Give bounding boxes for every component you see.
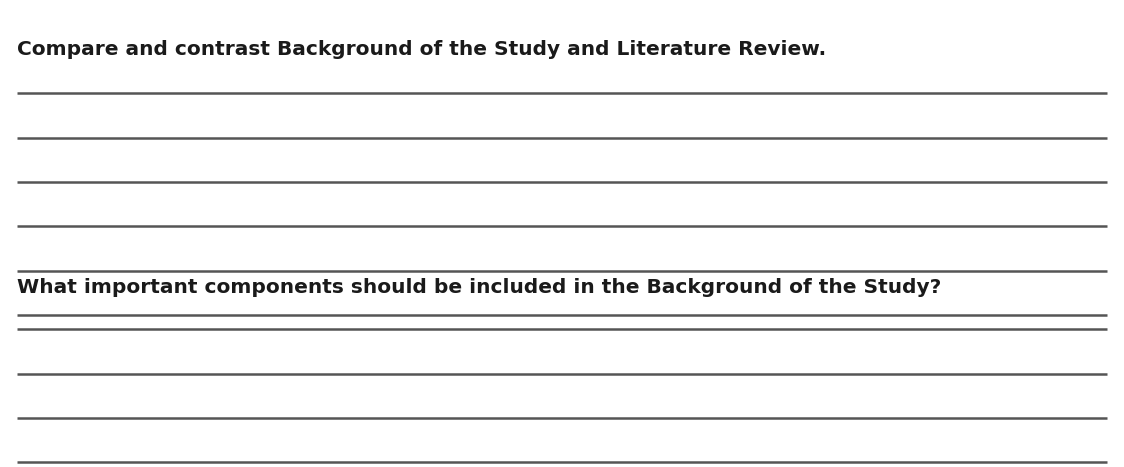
Text: What important components should be included in the Background of the Study?: What important components should be incl… xyxy=(17,278,941,297)
Text: Compare and contrast Background of the Study and Literature Review.: Compare and contrast Background of the S… xyxy=(17,40,826,59)
